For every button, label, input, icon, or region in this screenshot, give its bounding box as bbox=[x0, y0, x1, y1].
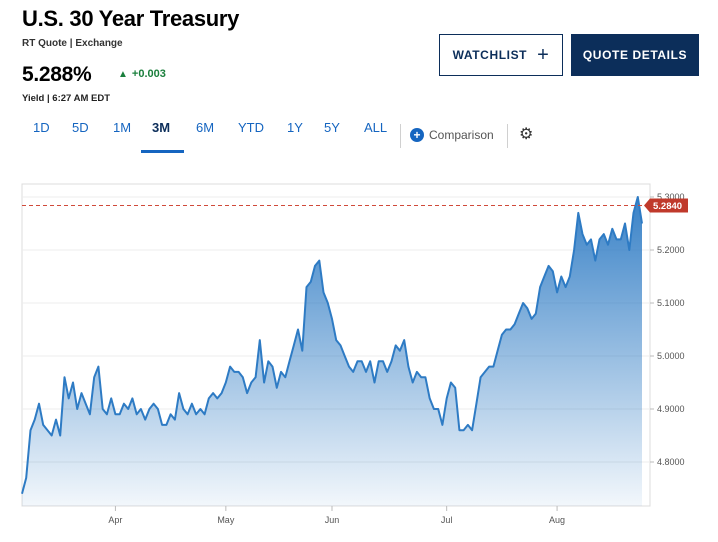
divider bbox=[400, 124, 401, 148]
price-change: ▲ +0.003 bbox=[118, 68, 166, 80]
series-line bbox=[21, 196, 643, 495]
tab-5d[interactable]: 5D bbox=[72, 120, 89, 135]
y-tick-label: 5.0000 bbox=[657, 351, 685, 361]
x-tick-label: Apr bbox=[108, 515, 122, 525]
page-title: U.S. 30 Year Treasury bbox=[22, 6, 240, 31]
quote-source: RT Quote | Exchange bbox=[22, 38, 123, 49]
x-tick-label: Jun bbox=[325, 515, 340, 525]
up-triangle-icon: ▲ bbox=[118, 69, 128, 80]
y-tick-label: 4.9000 bbox=[657, 404, 685, 414]
y-tick-label: 4.8000 bbox=[657, 457, 685, 467]
comparison-label: Comparison bbox=[429, 128, 494, 142]
quote-details-button[interactable]: QUOTE DETAILS bbox=[571, 34, 699, 76]
y-tick-label: 5.3000 bbox=[657, 192, 685, 202]
area-fill bbox=[22, 197, 642, 506]
tab-1d[interactable]: 1D bbox=[33, 120, 50, 135]
tab-1m[interactable]: 1M bbox=[113, 120, 132, 135]
last-value-badge bbox=[644, 198, 688, 213]
tab-6m[interactable]: 6M bbox=[196, 120, 215, 135]
active-tab-indicator bbox=[141, 150, 184, 153]
add-circle-icon: + bbox=[410, 128, 424, 142]
price-value: 5.288% bbox=[22, 63, 92, 86]
y-tick-label: 5.2000 bbox=[657, 245, 685, 255]
tab-all[interactable]: ALL bbox=[364, 120, 388, 135]
tab-5y[interactable]: 5Y bbox=[324, 120, 340, 135]
x-tick-label: May bbox=[217, 515, 235, 525]
comparison-button[interactable]: + Comparison bbox=[410, 128, 494, 142]
tab-ytd[interactable]: YTD bbox=[238, 120, 264, 135]
divider bbox=[507, 124, 508, 148]
watchlist-button[interactable]: WATCHLIST + bbox=[439, 34, 563, 76]
gear-icon[interactable]: ⚙ bbox=[519, 126, 534, 143]
tab-1y[interactable]: 1Y bbox=[287, 120, 303, 135]
plus-icon: + bbox=[537, 44, 550, 66]
watchlist-label: WATCHLIST bbox=[452, 48, 528, 62]
price-change-value: +0.003 bbox=[131, 68, 166, 80]
quote-meta: Yield | 6:27 AM EDT bbox=[22, 93, 111, 104]
x-tick-label: Jul bbox=[441, 515, 453, 525]
last-value-label: 5.2840 bbox=[653, 201, 682, 212]
x-tick-label: Aug bbox=[549, 515, 565, 525]
tab-3m[interactable]: 3M bbox=[152, 120, 171, 135]
y-tick-label: 5.1000 bbox=[657, 298, 685, 308]
